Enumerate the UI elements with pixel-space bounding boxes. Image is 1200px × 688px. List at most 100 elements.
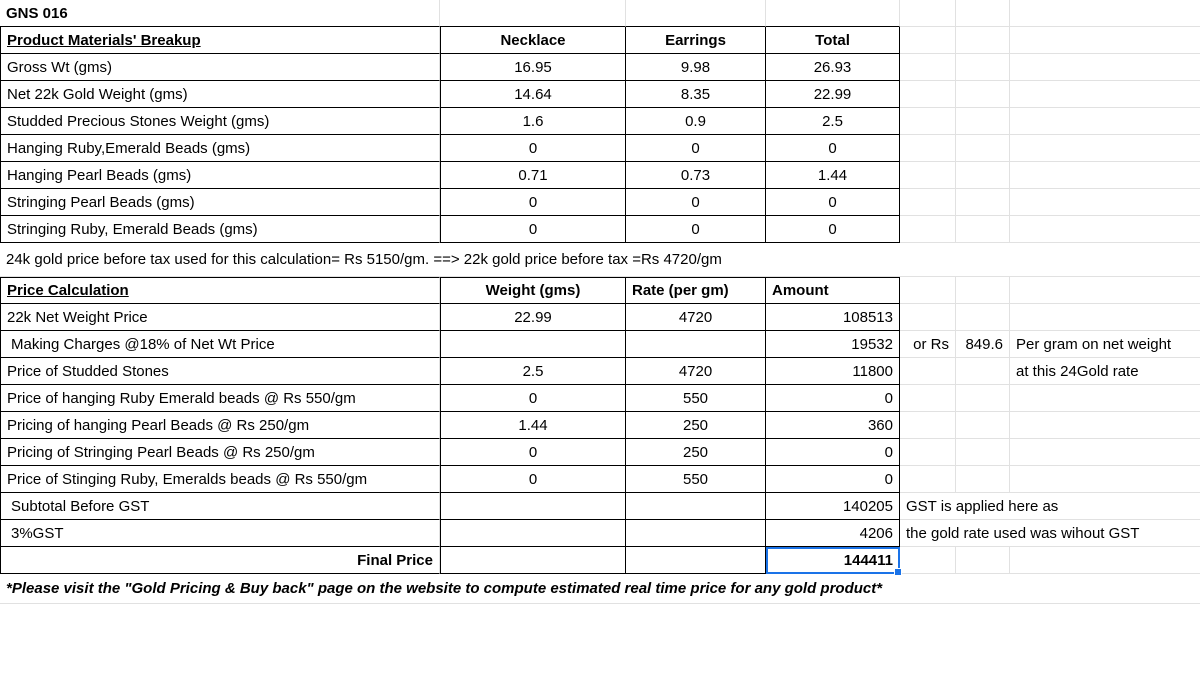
empty-cell[interactable] <box>626 520 766 547</box>
subtotal-label[interactable]: Subtotal Before GST <box>0 493 440 520</box>
empty-cell[interactable] <box>900 162 956 189</box>
materials-col-earrings[interactable]: Earrings <box>626 27 766 54</box>
empty-cell[interactable] <box>1010 216 1200 243</box>
empty-cell[interactable] <box>1010 412 1200 439</box>
pricing-row-label[interactable]: Pricing of Stringing Pearl Beads @ Rs 25… <box>0 439 440 466</box>
empty-cell[interactable] <box>956 358 1010 385</box>
final-price-label[interactable]: Final Price <box>0 547 440 574</box>
pricing-row-rate[interactable] <box>626 331 766 358</box>
empty-cell[interactable] <box>1010 27 1200 54</box>
empty-cell[interactable] <box>1010 135 1200 162</box>
empty-cell[interactable] <box>956 216 1010 243</box>
pricing-row-label[interactable]: Making Charges @18% of Net Wt Price <box>0 331 440 358</box>
pricing-row-amount[interactable]: 0 <box>766 385 900 412</box>
empty-cell[interactable] <box>956 547 1010 574</box>
empty-cell[interactable] <box>900 216 956 243</box>
empty-cell[interactable] <box>900 0 956 27</box>
materials-row-label[interactable]: Net 22k Gold Weight (gms) <box>0 81 440 108</box>
empty-cell[interactable] <box>1010 439 1200 466</box>
empty-cell[interactable] <box>1010 54 1200 81</box>
empty-cell[interactable] <box>900 27 956 54</box>
pricing-row-weight[interactable]: 0 <box>440 385 626 412</box>
empty-cell[interactable] <box>900 189 956 216</box>
materials-row-value[interactable]: 0 <box>626 216 766 243</box>
pricing-row-label[interactable]: Pricing of hanging Pearl Beads @ Rs 250/… <box>0 412 440 439</box>
empty-cell[interactable] <box>1010 547 1200 574</box>
pricing-row-amount[interactable]: 360 <box>766 412 900 439</box>
materials-header-title[interactable]: Product Materials' Breakup <box>0 27 440 54</box>
materials-col-necklace[interactable]: Necklace <box>440 27 626 54</box>
empty-cell[interactable] <box>956 108 1010 135</box>
materials-row-label[interactable]: Stringing Pearl Beads (gms) <box>0 189 440 216</box>
materials-row-value[interactable]: 0 <box>440 135 626 162</box>
pricing-col-weight[interactable]: Weight (gms) <box>440 277 626 304</box>
empty-cell[interactable] <box>1010 385 1200 412</box>
pricing-row-rate[interactable]: 550 <box>626 466 766 493</box>
pricing-row-weight[interactable]: 2.5 <box>440 358 626 385</box>
empty-cell[interactable] <box>1010 466 1200 493</box>
empty-cell[interactable] <box>440 493 626 520</box>
empty-cell[interactable] <box>1010 81 1200 108</box>
empty-cell[interactable] <box>1010 304 1200 331</box>
materials-row-value[interactable]: 0 <box>440 216 626 243</box>
pricing-row-amount[interactable]: 108513 <box>766 304 900 331</box>
materials-row-value[interactable]: 2.5 <box>766 108 900 135</box>
empty-cell[interactable] <box>900 358 956 385</box>
empty-cell[interactable] <box>626 493 766 520</box>
pricing-row-amount[interactable]: 0 <box>766 439 900 466</box>
empty-cell[interactable] <box>1010 108 1200 135</box>
footer-note[interactable]: *Please visit the "Gold Pricing & Buy ba… <box>0 574 1200 604</box>
gst-note-1[interactable]: GST is applied here as <box>900 493 1200 520</box>
stones-note[interactable]: at this 24Gold rate <box>1010 358 1200 385</box>
empty-cell[interactable] <box>900 135 956 162</box>
empty-cell[interactable] <box>956 135 1010 162</box>
pricing-row-rate[interactable]: 550 <box>626 385 766 412</box>
materials-row-value[interactable]: 9.98 <box>626 54 766 81</box>
empty-cell[interactable] <box>1010 162 1200 189</box>
empty-cell[interactable] <box>900 108 956 135</box>
pricing-row-amount[interactable]: 0 <box>766 466 900 493</box>
empty-cell[interactable] <box>956 439 1010 466</box>
empty-cell[interactable] <box>956 385 1010 412</box>
gst-label[interactable]: 3%GST <box>0 520 440 547</box>
empty-cell[interactable] <box>900 466 956 493</box>
empty-cell[interactable] <box>900 547 956 574</box>
empty-cell[interactable] <box>900 304 956 331</box>
empty-cell[interactable] <box>1010 0 1200 27</box>
empty-cell[interactable] <box>956 54 1010 81</box>
gst-note-2[interactable]: the gold rate used was wihout GST <box>900 520 1200 547</box>
materials-row-value[interactable]: 0 <box>766 135 900 162</box>
materials-row-label[interactable]: Studded Precious Stones Weight (gms) <box>0 108 440 135</box>
empty-cell[interactable] <box>900 277 956 304</box>
empty-cell[interactable] <box>626 0 766 27</box>
materials-row-value[interactable]: 26.93 <box>766 54 900 81</box>
materials-row-value[interactable]: 0 <box>440 189 626 216</box>
materials-row-value[interactable]: 8.35 <box>626 81 766 108</box>
empty-cell[interactable] <box>900 54 956 81</box>
materials-row-value[interactable]: 1.6 <box>440 108 626 135</box>
making-note-rate[interactable]: 849.6 <box>956 331 1010 358</box>
empty-cell[interactable] <box>900 412 956 439</box>
materials-row-label[interactable]: Stringing Ruby, Emerald Beads (gms) <box>0 216 440 243</box>
pricing-row-rate[interactable]: 250 <box>626 439 766 466</box>
empty-cell[interactable] <box>626 547 766 574</box>
materials-row-value[interactable]: 0.73 <box>626 162 766 189</box>
pricing-row-label[interactable]: Price of Studded Stones <box>0 358 440 385</box>
empty-cell[interactable] <box>900 81 956 108</box>
empty-cell[interactable] <box>956 189 1010 216</box>
empty-cell[interactable] <box>956 81 1010 108</box>
materials-row-value[interactable]: 14.64 <box>440 81 626 108</box>
empty-cell[interactable] <box>900 439 956 466</box>
empty-cell[interactable] <box>956 162 1010 189</box>
materials-row-label[interactable]: Hanging Ruby,Emerald Beads (gms) <box>0 135 440 162</box>
materials-row-value[interactable]: 16.95 <box>440 54 626 81</box>
pricing-row-weight[interactable]: 22.99 <box>440 304 626 331</box>
materials-col-total[interactable]: Total <box>766 27 900 54</box>
subtotal-amount[interactable]: 140205 <box>766 493 900 520</box>
pricing-row-weight[interactable] <box>440 331 626 358</box>
final-price-amount[interactable]: 144411 <box>766 547 900 574</box>
materials-row-value[interactable]: 0.71 <box>440 162 626 189</box>
pricing-row-label[interactable]: 22k Net Weight Price <box>0 304 440 331</box>
empty-cell[interactable] <box>440 520 626 547</box>
empty-cell[interactable] <box>956 27 1010 54</box>
